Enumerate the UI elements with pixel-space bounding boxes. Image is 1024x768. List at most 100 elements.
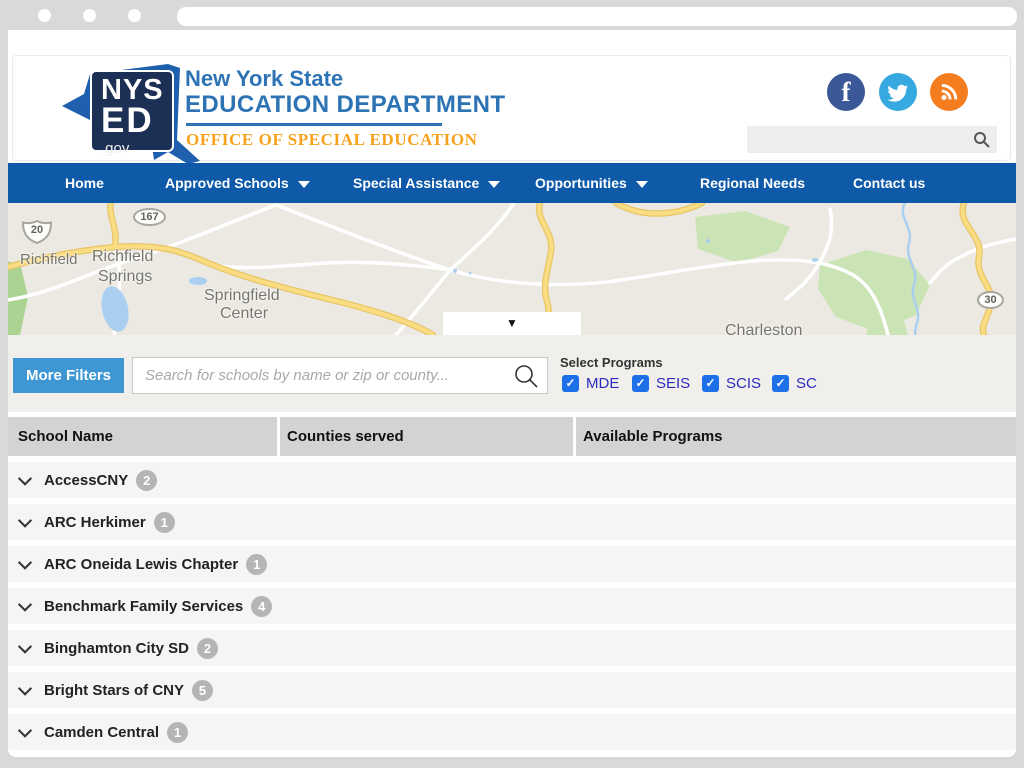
site-title-line2: EDUCATION DEPARTMENT (185, 91, 506, 118)
map-label-richfield: Richfield (20, 251, 78, 268)
school-search-box (132, 357, 548, 394)
twitter-bird-glyph (887, 84, 908, 102)
nav-item-contact-us[interactable]: Contact us (853, 163, 925, 203)
program-count-badge: 2 (197, 637, 218, 659)
dropdown-arrow-icon (488, 180, 501, 188)
school-name: Bright Stars of CNY (44, 681, 185, 699)
chevron-down-icon[interactable] (17, 471, 33, 486)
school-row-arc-herkimer[interactable]: ARC Herkimer 1 (8, 504, 1016, 540)
nav-item-opportunities[interactable]: Opportunities (535, 163, 648, 203)
checkbox-checked-icon[interactable]: ✓ (772, 375, 789, 392)
school-row-benchmark[interactable]: Benchmark Family Services 4 (8, 588, 1016, 624)
site-subtitle: OFFICE OF SPECIAL EDUCATION (186, 130, 478, 149)
site-title-line1: New York State (185, 66, 344, 91)
search-icon[interactable] (973, 131, 990, 148)
rss-glyph (941, 83, 958, 101)
route-shield-us20: 20 (21, 219, 53, 245)
map-label-richfield-springs2: Springs (98, 268, 153, 285)
school-row-camden-central[interactable]: Camden Central 1 (8, 714, 1016, 750)
nav-item-special-assistance[interactable]: Special Assistance (353, 163, 501, 203)
program-count-badge: 2 (136, 469, 158, 491)
nysed-logo[interactable]: NYS ED .gov (90, 70, 174, 156)
nav-label: Home (65, 175, 104, 191)
nav-item-home[interactable]: Home (65, 163, 104, 203)
title-divider (186, 123, 442, 126)
browser-viewport: NYS ED .gov New York State EDUCATION DEP… (8, 30, 1016, 757)
route-shield-30: 30 (977, 291, 1004, 309)
program-count-badge: 1 (153, 511, 175, 533)
school-row-accesscny[interactable]: AccessCNY 2 (8, 462, 1016, 498)
route-shield-167: 167 (133, 208, 166, 226)
chevron-down-icon[interactable] (17, 513, 33, 528)
collapse-arrow-icon: ▼ (506, 316, 518, 330)
logo-text-ed: ED (101, 101, 154, 140)
table-header: School Name Counties served Available Pr… (8, 417, 1016, 456)
program-checkbox-scis[interactable]: ✓ SCIS (702, 375, 761, 392)
nav-item-approved-schools[interactable]: Approved Schools (165, 163, 310, 203)
checkbox-checked-icon[interactable]: ✓ (702, 375, 719, 392)
map-collapse-tab[interactable]: ▼ (443, 312, 581, 335)
select-programs-label: Select Programs (560, 355, 663, 370)
facebook-icon[interactable]: f (827, 73, 865, 111)
program-checkbox-seis[interactable]: ✓ SEIS (632, 375, 690, 392)
twitter-icon[interactable] (879, 73, 917, 111)
column-available-programs: Available Programs (583, 428, 723, 445)
chevron-down-icon[interactable] (17, 597, 33, 612)
school-row-arc-oneida-lewis[interactable]: ARC Oneida Lewis Chapter 1 (8, 546, 1016, 582)
dropdown-arrow-icon (635, 180, 648, 188)
more-filters-button[interactable]: More Filters (13, 358, 124, 393)
route-shield-number: 20 (30, 224, 44, 236)
search-icon[interactable] (513, 363, 539, 389)
checkbox-checked-icon[interactable]: ✓ (632, 375, 649, 392)
program-label: SEIS (656, 375, 691, 392)
column-divider (277, 417, 280, 456)
column-divider (573, 417, 576, 456)
dropdown-arrow-icon (297, 180, 310, 188)
window-control-dot[interactable] (83, 9, 96, 22)
nav-item-regional-needs[interactable]: Regional Needs (700, 163, 805, 203)
chevron-down-icon[interactable] (17, 681, 33, 696)
school-name: ARC Herkimer (44, 513, 146, 531)
school-row-bright-stars[interactable]: Bright Stars of CNY 5 (8, 672, 1016, 708)
logo-text-nys: NYS (101, 74, 164, 106)
school-search-input[interactable] (133, 358, 508, 393)
header-search-box (747, 126, 997, 153)
nav-label: Approved Schools (165, 175, 289, 191)
program-label: SC (796, 375, 817, 392)
window-control-dot[interactable] (38, 9, 51, 22)
logo-text-gov: .gov (101, 140, 130, 157)
nav-label: Contact us (853, 175, 926, 191)
nav-label: Special Assistance (353, 175, 480, 191)
column-school-name: School Name (18, 428, 114, 445)
map-label-charleston: Charleston (725, 322, 803, 335)
map-label-springfield-center2: Center (220, 305, 269, 322)
program-count-badge: 1 (167, 721, 189, 743)
school-row-binghamton[interactable]: Binghamton City SD 2 (8, 630, 1016, 666)
school-name: AccessCNY (44, 471, 129, 489)
rss-icon[interactable] (930, 73, 968, 111)
program-count-badge: 5 (192, 679, 214, 701)
facebook-glyph: f (841, 76, 851, 107)
school-name: ARC Oneida Lewis Chapter (44, 555, 239, 573)
map-label-springfield-center: Springfield (204, 287, 280, 304)
window-control-dot[interactable] (128, 9, 141, 22)
main-navigation: Home Approved Schools Special Assistance… (8, 163, 1016, 203)
chevron-down-icon[interactable] (17, 639, 33, 654)
chevron-down-icon[interactable] (17, 555, 33, 570)
program-count-badge: 1 (246, 553, 268, 575)
browser-address-bar[interactable] (177, 7, 1017, 26)
map-label-richfield-springs: Richfield (92, 248, 154, 265)
school-name: Benchmark Family Services (44, 597, 244, 615)
program-checkbox-mde[interactable]: ✓ MDE (562, 375, 619, 392)
column-counties-served: Counties served (287, 428, 404, 445)
program-label: MDE (586, 375, 620, 392)
chevron-down-icon[interactable] (17, 723, 33, 738)
header-search-input[interactable] (747, 126, 967, 153)
program-count-badge: 4 (251, 595, 273, 617)
nav-label: Opportunities (535, 175, 627, 191)
checkbox-checked-icon[interactable]: ✓ (562, 375, 579, 392)
program-checkbox-sc[interactable]: ✓ SC (772, 375, 817, 392)
school-name: Binghamton City SD (44, 639, 189, 657)
program-label: SCIS (726, 375, 762, 392)
nav-label: Regional Needs (700, 175, 806, 191)
